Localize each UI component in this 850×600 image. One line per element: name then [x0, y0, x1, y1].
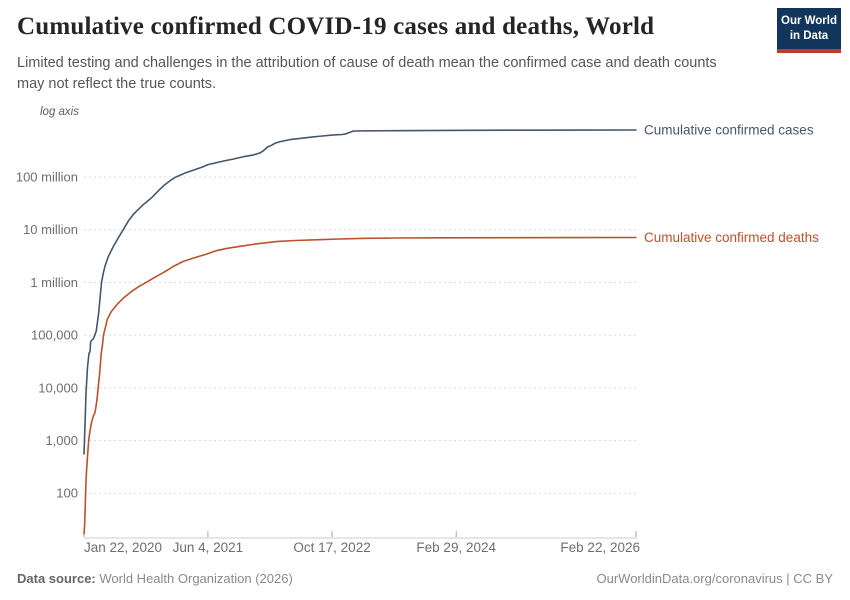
chart-footer: Data source: World Health Organization (… — [17, 571, 833, 586]
owid-logo[interactable]: Our World in Data — [777, 8, 841, 53]
y-axis-label: 100 million — [16, 170, 78, 185]
log-axis-note: log axis — [40, 106, 79, 118]
attribution-link[interactable]: OurWorldinData.org/coronavirus | CC BY — [596, 571, 833, 586]
page-title: Cumulative confirmed COVID-19 cases and … — [17, 13, 655, 40]
y-axis-label: 1,000 — [45, 433, 78, 448]
x-axis-label: Feb 22, 2026 — [560, 540, 640, 555]
y-axis-label: 10 million — [23, 222, 78, 237]
y-axis-label: 10,000 — [38, 380, 78, 395]
y-axis-label: 100 — [56, 486, 78, 501]
cases-line[interactable] — [83, 129, 637, 455]
deaths-line-label[interactable]: Cumulative confirmed deaths — [644, 230, 819, 245]
owid-logo-line2: in Data — [789, 29, 829, 42]
x-axis-label: Oct 17, 2022 — [293, 540, 370, 555]
data-source-label: Data source: — [17, 571, 96, 586]
deaths-line[interactable] — [83, 236, 637, 535]
data-source-note: Data source: World Health Organization (… — [17, 571, 293, 586]
owid-logo-line1: Our World — [781, 15, 838, 27]
x-axis-label: Jun 4, 2021 — [173, 540, 244, 555]
page-subtitle: Limited testing and challenges in the at… — [17, 55, 717, 93]
y-axis-label: 1 million — [30, 275, 78, 290]
x-axis-label: Feb 29, 2024 — [416, 540, 496, 555]
cases-line-label[interactable]: Cumulative confirmed cases — [644, 123, 814, 138]
x-axis-label: Jan 22, 2020 — [84, 540, 162, 555]
data-source-text: World Health Organization (2026) — [95, 571, 293, 586]
covid-log-line-chart: log axis 100 1,000 10,000 100,000 1 million 10… — [16, 106, 819, 555]
y-axis-label: 100,000 — [31, 328, 78, 343]
